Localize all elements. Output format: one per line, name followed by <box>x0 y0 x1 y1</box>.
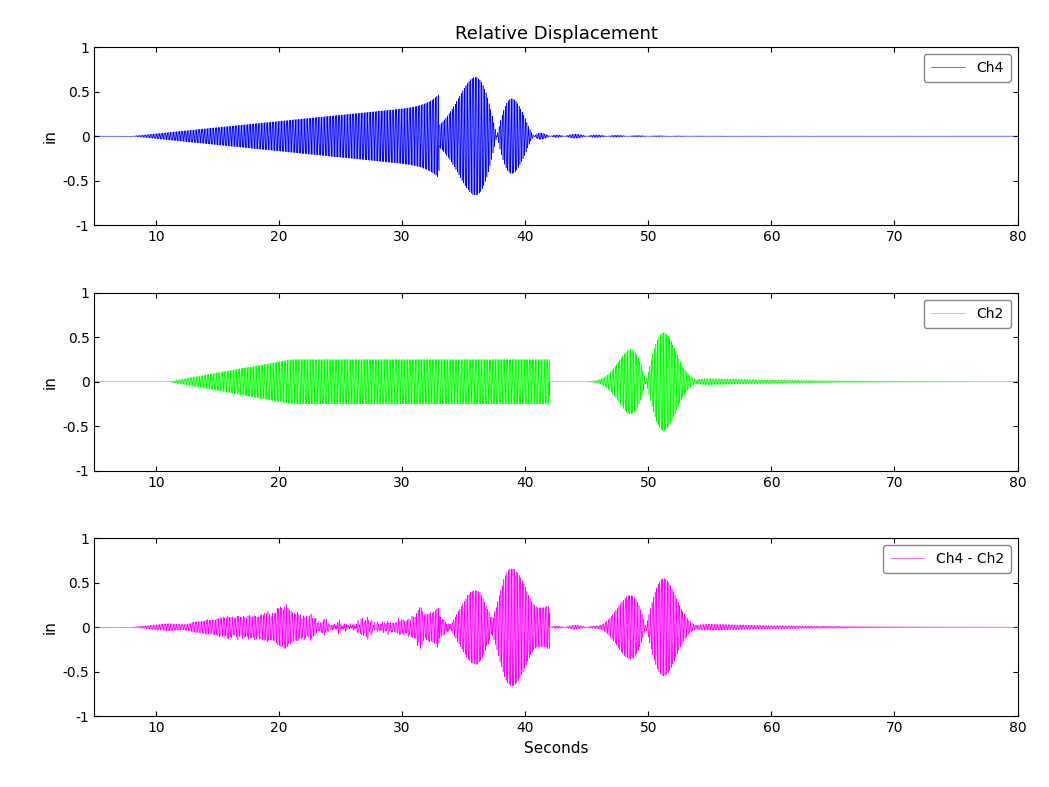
Ch4 <box>470 190 483 200</box>
Line: Ch4 - Ch2: Ch4 - Ch2 <box>33 569 1042 685</box>
Ch4 <box>490 135 502 144</box>
Y-axis label: in: in <box>42 375 58 389</box>
Ch2 <box>26 377 39 386</box>
Ch4 <box>684 131 697 141</box>
Ch2 <box>1035 377 1048 386</box>
Line: Ch4: Ch4 <box>33 77 1042 195</box>
Ch4 - Ch2 <box>1035 623 1048 632</box>
Ch2 <box>490 394 502 403</box>
Ch2 <box>658 328 670 338</box>
Ch2 <box>461 397 473 406</box>
Ch4 <box>1035 131 1048 141</box>
Ch4 <box>87 131 100 141</box>
Ch4 - Ch2 <box>220 626 233 635</box>
Ch4 <box>220 141 233 150</box>
Ch4 <box>469 72 481 82</box>
Title: Relative Displacement: Relative Displacement <box>454 25 658 42</box>
Line: Ch2: Ch2 <box>33 333 1042 430</box>
X-axis label: Seconds: Seconds <box>523 741 588 756</box>
Ch2 <box>684 382 697 391</box>
Legend: Ch4 - Ch2: Ch4 - Ch2 <box>883 545 1010 573</box>
Ch4 <box>461 180 473 190</box>
Ch4 - Ch2 <box>26 623 39 632</box>
Ch4 - Ch2 <box>461 652 473 661</box>
Legend: Ch4: Ch4 <box>923 54 1010 82</box>
Ch2 <box>35 377 47 386</box>
Ch4 <box>26 131 39 141</box>
Legend: Ch2: Ch2 <box>923 300 1010 327</box>
Ch2 <box>87 377 100 386</box>
Ch2 <box>658 426 670 435</box>
Ch4 <box>35 131 47 141</box>
Ch4 - Ch2 <box>506 564 518 574</box>
Ch4 - Ch2 <box>505 681 517 690</box>
Ch4 - Ch2 <box>490 609 502 619</box>
Y-axis label: in: in <box>42 620 58 634</box>
Ch4 - Ch2 <box>87 623 100 632</box>
Ch2 <box>220 383 233 393</box>
Ch4 - Ch2 <box>35 623 47 632</box>
Y-axis label: in: in <box>42 129 58 143</box>
Ch4 - Ch2 <box>684 618 697 627</box>
